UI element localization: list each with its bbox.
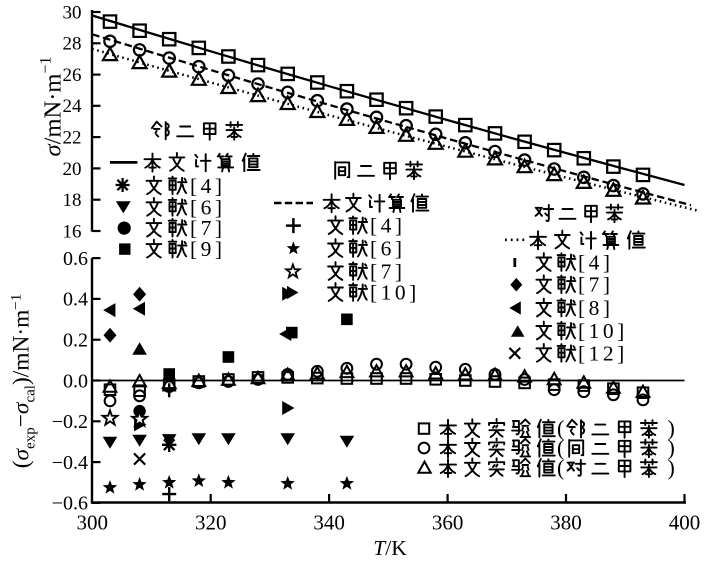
svg-text:[10]: [10] xyxy=(370,281,420,305)
svg-text:[6]: [6] xyxy=(190,195,226,219)
svg-text:320: 320 xyxy=(195,511,227,535)
svg-text:18: 18 xyxy=(63,190,82,211)
svg-text:[4]: [4] xyxy=(578,251,614,275)
svg-text:[6]: [6] xyxy=(370,237,406,261)
svg-text:[9]: [9] xyxy=(190,237,226,261)
svg-text:300: 300 xyxy=(76,511,108,535)
svg-text:22: 22 xyxy=(63,128,82,149)
svg-text:26: 26 xyxy=(63,65,82,86)
svg-text:[4]: [4] xyxy=(370,214,406,238)
svg-text:[4]: [4] xyxy=(190,174,226,198)
svg-text:360: 360 xyxy=(432,511,464,535)
svg-text:0.4: 0.4 xyxy=(63,289,88,311)
svg-text:[7]: [7] xyxy=(578,273,614,297)
svg-text:0.6: 0.6 xyxy=(63,248,88,270)
svg-text:0.2: 0.2 xyxy=(63,330,88,352)
svg-text:): ) xyxy=(668,435,675,460)
svg-text:(: ( xyxy=(557,455,564,480)
svg-text:380: 380 xyxy=(550,511,582,535)
svg-text:T/K: T/K xyxy=(373,536,407,560)
svg-text:−0.4: −0.4 xyxy=(52,452,88,474)
svg-text:[10]: [10] xyxy=(578,319,628,343)
svg-text:[12]: [12] xyxy=(578,341,628,365)
svg-text:[7]: [7] xyxy=(370,260,406,284)
svg-text:−0.6: −0.6 xyxy=(52,493,88,515)
svg-text:(: ( xyxy=(557,435,564,460)
svg-text:16: 16 xyxy=(63,221,82,242)
svg-text:): ) xyxy=(668,455,675,480)
svg-text:340: 340 xyxy=(313,511,345,535)
svg-text:(σexp−σcal)/mN·m−1: (σexp−σcal)/mN·m−1 xyxy=(9,294,39,469)
svg-text:−0.2: −0.2 xyxy=(52,411,88,433)
svg-text:20: 20 xyxy=(63,159,82,180)
svg-text:28: 28 xyxy=(63,34,82,55)
svg-text:400: 400 xyxy=(669,511,701,535)
svg-text:0.0: 0.0 xyxy=(63,370,88,392)
svg-text:[7]: [7] xyxy=(190,216,226,240)
svg-text:): ) xyxy=(668,416,675,441)
svg-text:24: 24 xyxy=(63,96,83,117)
svg-text:(: ( xyxy=(557,416,564,441)
svg-text:[8]: [8] xyxy=(578,296,614,320)
svg-text:30: 30 xyxy=(63,2,82,23)
